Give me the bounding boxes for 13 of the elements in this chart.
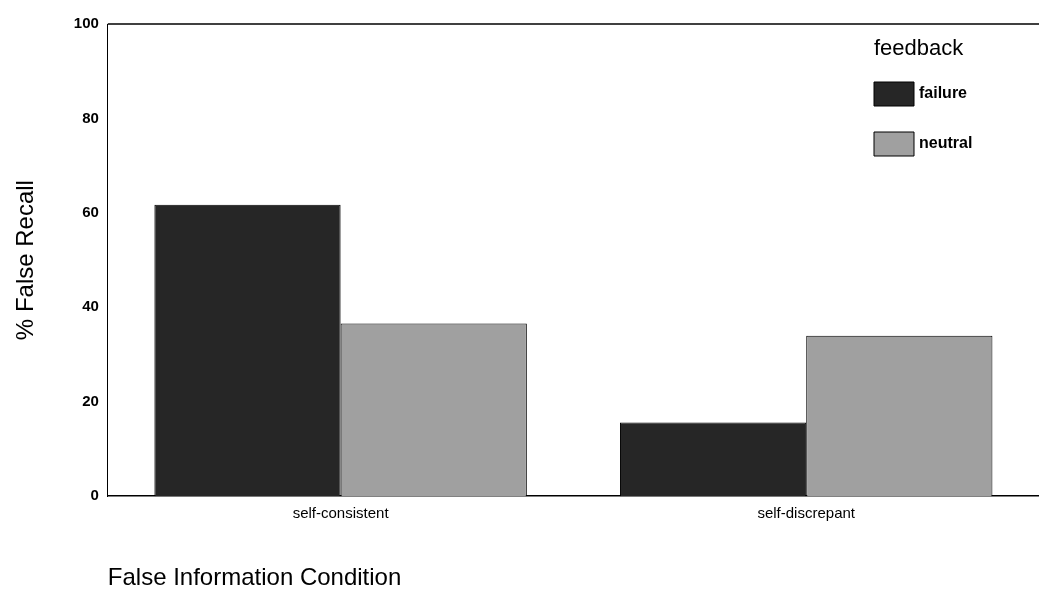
y-tick-label: 20 — [82, 391, 99, 409]
legend-title: feedback — [874, 35, 965, 61]
y-tick-label: 80 — [82, 108, 99, 126]
y-tick-label: 100 — [73, 14, 99, 32]
x-tick-label: self-discrepant — [757, 504, 856, 522]
y-tick-label: 40 — [82, 297, 99, 315]
legend-label: failure — [919, 84, 968, 102]
x-axis-title: False Information Condition — [107, 563, 402, 591]
y-tick-label: 0 — [90, 486, 99, 504]
y-axis-title: % False Recall — [11, 180, 39, 341]
legend-label: neutral — [919, 134, 973, 152]
x-tick-label: self-consistent — [292, 504, 390, 522]
y-tick-label: 60 — [82, 203, 99, 221]
